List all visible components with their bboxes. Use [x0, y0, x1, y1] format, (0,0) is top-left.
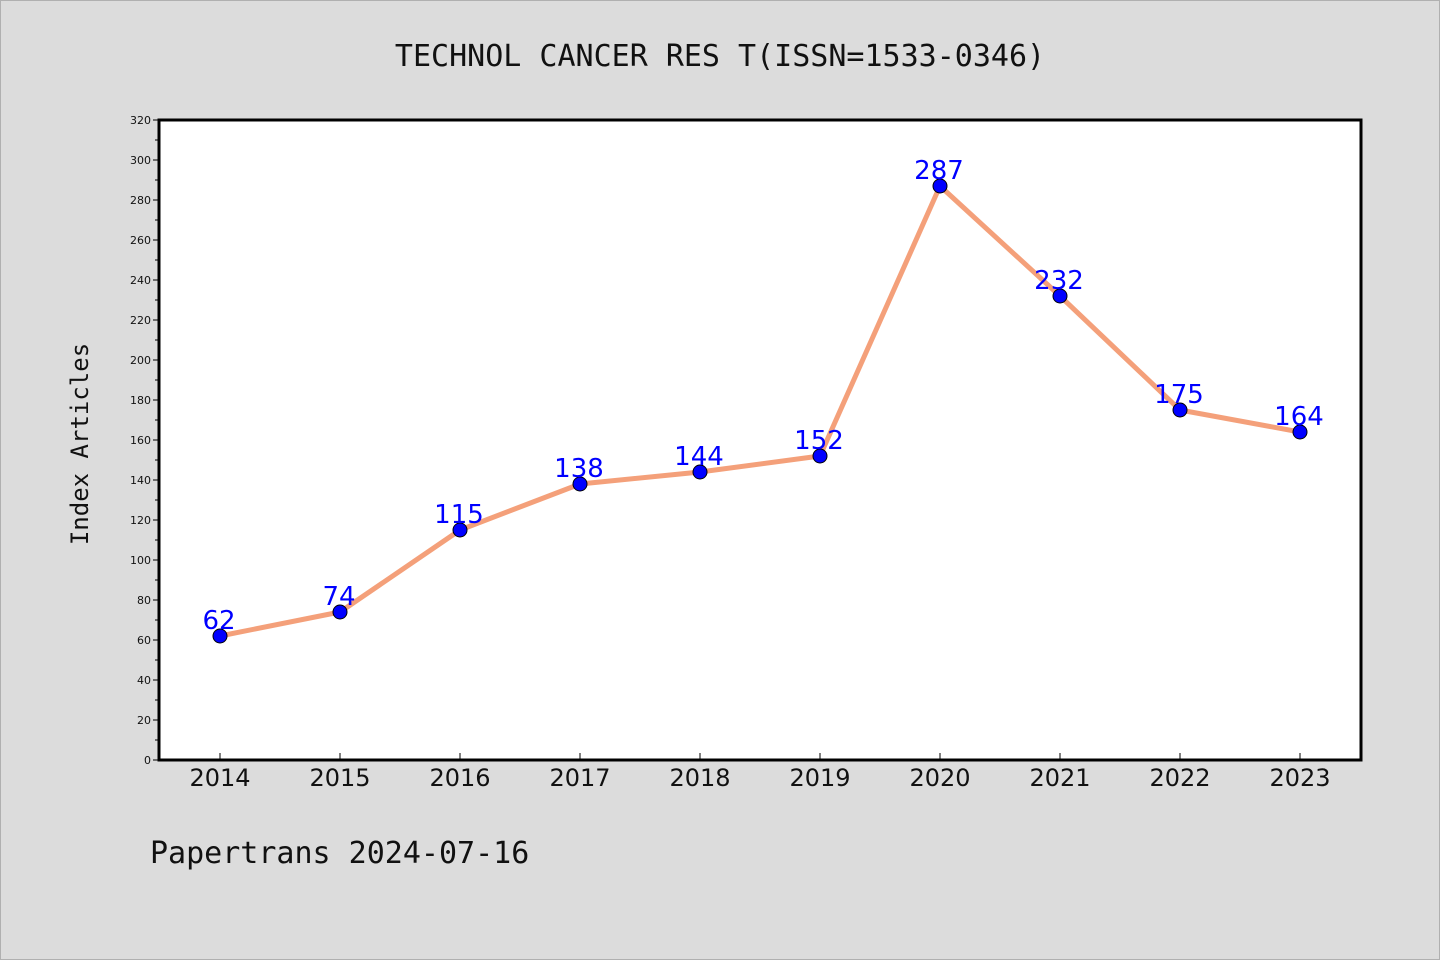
y-tick-label: 240 [130, 274, 151, 287]
y-tick-label: 40 [137, 674, 151, 687]
y-tick-label: 20 [137, 714, 151, 727]
data-label: 74 [322, 582, 355, 612]
data-label: 175 [1154, 380, 1204, 410]
y-tick-label: 300 [130, 154, 151, 167]
x-tick-label: 2017 [549, 764, 610, 792]
series-group [212, 178, 1308, 644]
series-line [217, 183, 1303, 639]
x-tick-label: 2016 [429, 764, 490, 792]
data-point [1172, 402, 1188, 418]
data-labels: 62 74 115 138 144 152 287 232 175 164 [202, 156, 1323, 636]
x-tick-label: 2023 [1269, 764, 1330, 792]
x-axis: 2014 2015 2016 2017 2018 2019 2020 2021 2022 2023 [189, 753, 1331, 792]
x-tick-label: 2022 [1149, 764, 1210, 792]
y-axis-label: Index Articles [66, 343, 94, 545]
x-tick-label: 2018 [669, 764, 730, 792]
data-point [452, 522, 468, 538]
plot-area [157, 118, 1363, 762]
chart-title: TECHNOL CANCER RES T(ISSN=1533-0346) [395, 39, 1045, 74]
footer-credit: Papertrans 2024-07-16 [150, 836, 529, 871]
data-label: 115 [434, 500, 484, 530]
y-tick-label: 280 [130, 194, 151, 207]
y-tick-label: 0 [144, 754, 151, 767]
data-point [812, 448, 828, 464]
data-label: 164 [1274, 402, 1324, 432]
x-tick-label: 2015 [309, 764, 370, 792]
y-tick-label: 140 [130, 474, 151, 487]
x-tick-label: 2020 [909, 764, 970, 792]
y-tick-label: 80 [137, 594, 151, 607]
y-tick-label: 120 [130, 514, 151, 527]
y-tick-label: 180 [130, 394, 151, 407]
y-tick-label: 200 [130, 354, 151, 367]
y-tick-label: 260 [130, 234, 151, 247]
x-tick-label: 2014 [189, 764, 250, 792]
y-tick-label: 160 [130, 434, 151, 447]
data-label: 138 [554, 454, 604, 484]
data-point [212, 628, 228, 644]
data-point [1292, 424, 1308, 440]
data-label: 152 [794, 426, 844, 456]
data-point [1052, 288, 1068, 304]
x-tick-label: 2019 [789, 764, 850, 792]
data-label: 287 [914, 156, 964, 186]
y-tick-label: 320 [130, 114, 151, 127]
data-point [572, 476, 588, 492]
data-point [332, 604, 348, 620]
data-point [692, 464, 708, 480]
data-point [932, 178, 948, 194]
x-tick-label: 2021 [1029, 764, 1090, 792]
data-label: 144 [674, 442, 724, 472]
data-label: 232 [1034, 266, 1084, 296]
y-tick-label: 60 [137, 634, 151, 647]
y-axis: 0 20 40 60 80 100 120 140 160 180 200 220 240 260 280 3… [130, 114, 159, 767]
data-label: 62 [202, 606, 235, 636]
y-tick-label: 100 [130, 554, 151, 567]
y-tick-label: 220 [130, 314, 151, 327]
